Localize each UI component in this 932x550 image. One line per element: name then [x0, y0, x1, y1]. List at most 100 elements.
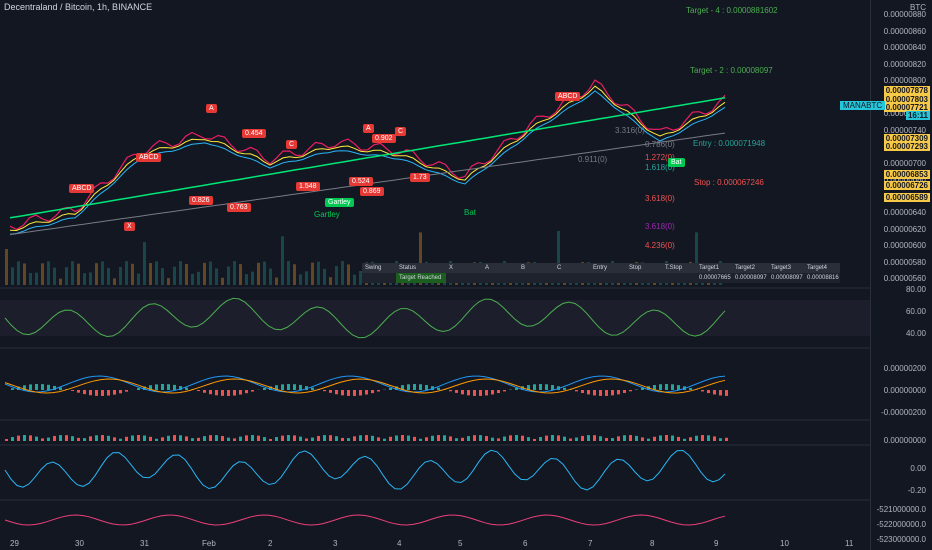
osc-bar: [239, 436, 242, 441]
axis-currency: BTC: [910, 3, 926, 12]
table-row-cell: 0.00008097: [732, 273, 768, 283]
table-row-cell: [554, 273, 590, 283]
macd-histogram-bar: [125, 390, 128, 392]
macd-histogram-bar: [281, 384, 284, 390]
osc-bar: [377, 437, 380, 441]
osc-bar: [71, 436, 74, 441]
volume-bar: [113, 278, 116, 285]
osc-bar: [563, 436, 566, 441]
osc-bar: [347, 438, 350, 441]
macd-histogram-bar: [341, 390, 344, 396]
osc-bar: [383, 438, 386, 441]
osc-bar: [599, 436, 602, 441]
macd-histogram-bar: [701, 390, 704, 392]
macd-histogram-bar: [251, 390, 254, 392]
volume-bar: [41, 263, 44, 285]
macd-histogram-bar: [371, 390, 374, 394]
cci-line: [4, 449, 726, 491]
osc-bar: [587, 435, 590, 441]
volume-bar: [65, 267, 68, 285]
osc-bar: [47, 437, 50, 441]
chart-title: Decentraland / Bitcoin, 1h, BINANCE: [4, 2, 153, 12]
macd-histogram-bar: [149, 385, 152, 390]
volume-bar: [83, 273, 86, 285]
osc-bar: [323, 435, 326, 441]
macd-histogram-bar: [239, 390, 242, 395]
price-label-pill: 0.00006589: [883, 193, 930, 202]
volume-bar: [335, 266, 338, 285]
macd-histogram-bar: [83, 390, 86, 395]
macd-histogram-bar: [47, 384, 50, 390]
volume-bar: [77, 263, 80, 285]
macd-histogram-bar: [671, 384, 674, 390]
table-row-cell: [362, 273, 396, 283]
osc-bar: [527, 437, 530, 441]
macd-histogram-bar: [413, 384, 416, 390]
stop-label: Stop : 0.000067246: [694, 178, 764, 187]
cci-tick: 0.00: [910, 464, 926, 473]
volume-bar: [95, 263, 98, 285]
osc-bar: [89, 436, 92, 441]
osc-bar: [533, 438, 536, 441]
vol-tick: -523000000.0: [876, 535, 926, 544]
macd-histogram-bar: [605, 390, 608, 396]
osc-bar: [467, 436, 470, 441]
osc-bar: [125, 436, 128, 441]
fib-4236-label: 4.236(0): [645, 241, 675, 250]
price-axis[interactable]: BTC 0.00000880 0.00000860 0.00000840 0.0000…: [870, 0, 932, 550]
date-axis-label: 6: [523, 539, 528, 548]
table-header-cell: Target2: [732, 263, 768, 273]
macd-histogram-bar: [137, 388, 140, 390]
ratio-0763: 0.763: [227, 203, 251, 212]
price-tick: 0.00000740: [883, 125, 926, 135]
osc-bar: [431, 435, 434, 441]
osc-bar: [659, 435, 662, 441]
osc-bar: [23, 435, 26, 441]
osc-bar: [233, 438, 236, 441]
volume-bar: [23, 263, 26, 285]
osc-bar: [713, 436, 716, 441]
volume-bar: [173, 266, 176, 285]
macd-histogram-bar: [419, 384, 422, 390]
osc-bar: [419, 438, 422, 441]
volume-bar: [17, 261, 20, 285]
macd-histogram-bar: [215, 390, 218, 396]
osc-bar: [293, 435, 296, 441]
ratio-0869: 0.869: [360, 187, 384, 196]
rsi-line: [4, 297, 726, 339]
macd-histogram-bar: [53, 385, 56, 390]
macd-histogram-bar: [503, 390, 506, 392]
ratio-0902: 0.902: [372, 134, 396, 143]
macd-histogram-bar: [617, 390, 620, 395]
table-row-cell: [482, 273, 518, 283]
osc-bar: [503, 436, 506, 441]
osc-bar: [509, 435, 512, 441]
volume-bar: [239, 264, 242, 285]
volume-bar: [263, 261, 266, 285]
osc-bar: [389, 436, 392, 441]
osc-bar: [257, 435, 260, 441]
macd-histogram-bar: [167, 384, 170, 390]
macd-histogram-bar: [677, 385, 680, 390]
macd-histogram-bar: [707, 390, 710, 394]
volume-bar: [269, 268, 272, 285]
macd-histogram-bar: [329, 390, 332, 393]
macd-histogram-bar: [305, 386, 308, 390]
macd-histogram-bar: [221, 390, 224, 396]
macd-histogram-bar: [311, 387, 314, 390]
macd-histogram-bar: [623, 390, 626, 393]
macd-histogram-bar: [155, 384, 158, 390]
volume-bar: [161, 268, 164, 285]
price-label-pill: 0.00006853: [883, 170, 930, 179]
osc-bar: [263, 437, 266, 441]
macd-histogram-bar: [185, 387, 188, 390]
volume-bar: [143, 242, 146, 285]
table-header-cell: X: [446, 263, 482, 273]
point-c-badge: C: [286, 140, 298, 149]
price-tick: 0.00000620: [883, 224, 926, 234]
bat-badge: Bat: [668, 158, 685, 167]
osc-bar: [635, 435, 638, 441]
osc-bar: [473, 435, 476, 441]
volume-bar: [125, 261, 128, 285]
volume-bar: [209, 261, 212, 285]
